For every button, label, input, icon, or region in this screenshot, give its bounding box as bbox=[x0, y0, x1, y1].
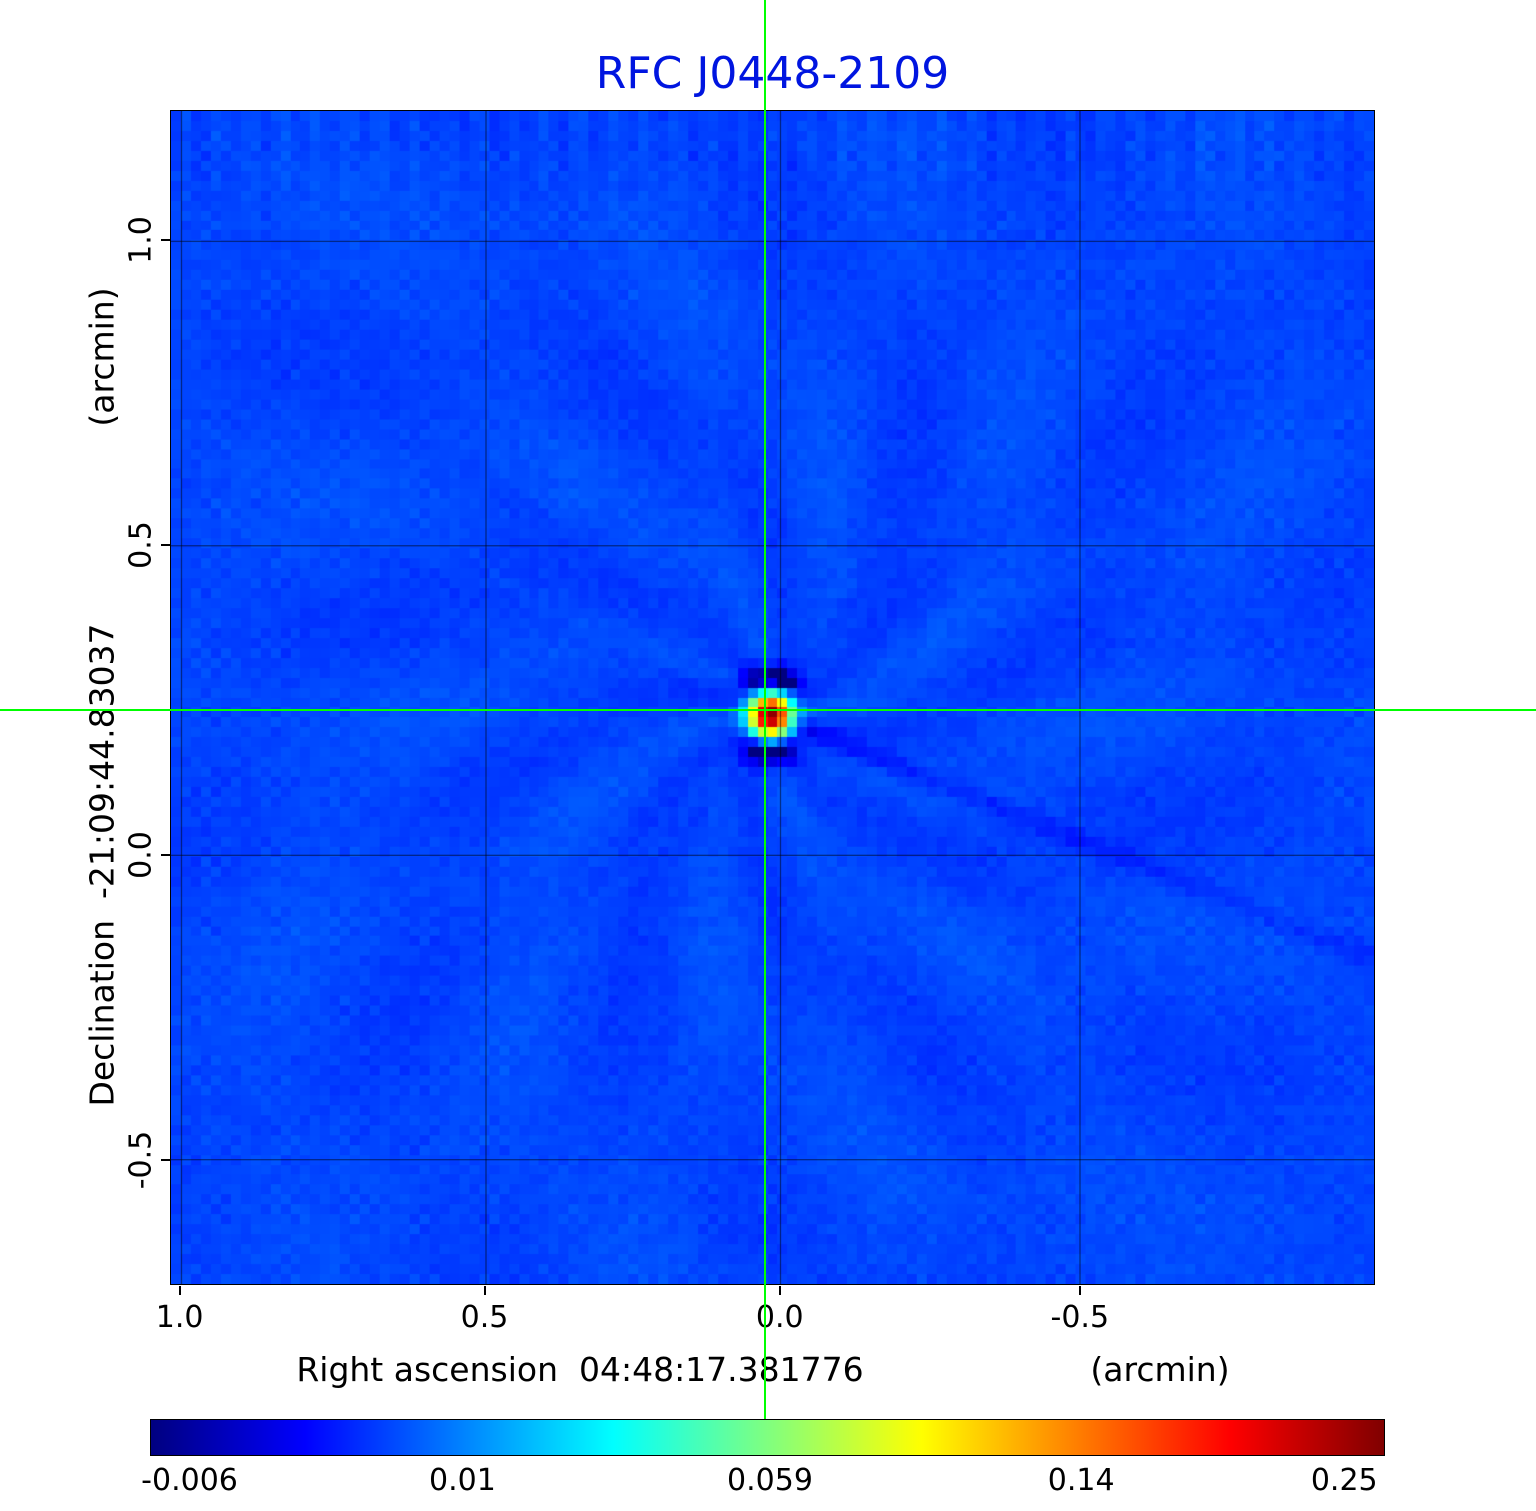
y-tick-mark bbox=[161, 543, 170, 546]
chart-title: RFC J0448-2109 bbox=[595, 48, 950, 99]
y-tick-mark bbox=[161, 853, 170, 856]
x-tick-label: 1.0 bbox=[155, 1300, 204, 1335]
x-tick-mark bbox=[483, 1286, 486, 1295]
crosshair-horizontal-line bbox=[0, 709, 1536, 711]
colorbar-tick-label: 0.059 bbox=[727, 1463, 813, 1498]
x-axis-label: Right ascension 04:48:17.381776 bbox=[296, 1350, 864, 1389]
y-tick-label: 0.5 bbox=[123, 520, 159, 569]
colorbar-tick-label: 0.01 bbox=[429, 1463, 496, 1498]
x-tick-mark bbox=[178, 1286, 181, 1295]
colorbar-tick-label: -0.006 bbox=[141, 1463, 238, 1498]
x-tick-label: 0.0 bbox=[755, 1300, 804, 1335]
y-tick-label: -0.5 bbox=[123, 1131, 159, 1190]
x-tick-label: -0.5 bbox=[1050, 1300, 1110, 1335]
y-tick-mark bbox=[161, 1159, 170, 1162]
x-tick-mark bbox=[1078, 1286, 1081, 1295]
y-tick-mark bbox=[161, 239, 170, 242]
y-axis-label: Declination -21:09:44.83037 bbox=[82, 623, 122, 1107]
y-tick-label: 1.0 bbox=[123, 216, 159, 265]
heatmap-canvas bbox=[171, 111, 1374, 1284]
heatmap-plot bbox=[170, 110, 1375, 1285]
x-axis-units-label: (arcmin) bbox=[1090, 1350, 1230, 1389]
y-axis-units-label: (arcmin) bbox=[82, 287, 122, 427]
colorbar-tick-label: 0.14 bbox=[1047, 1463, 1115, 1498]
y-tick-label: 0.0 bbox=[123, 831, 159, 879]
colorbar bbox=[150, 1419, 1385, 1456]
colorbar-tick-label: 0.25 bbox=[1310, 1463, 1378, 1498]
x-tick-label: 0.5 bbox=[460, 1300, 509, 1335]
x-tick-mark bbox=[778, 1286, 781, 1295]
